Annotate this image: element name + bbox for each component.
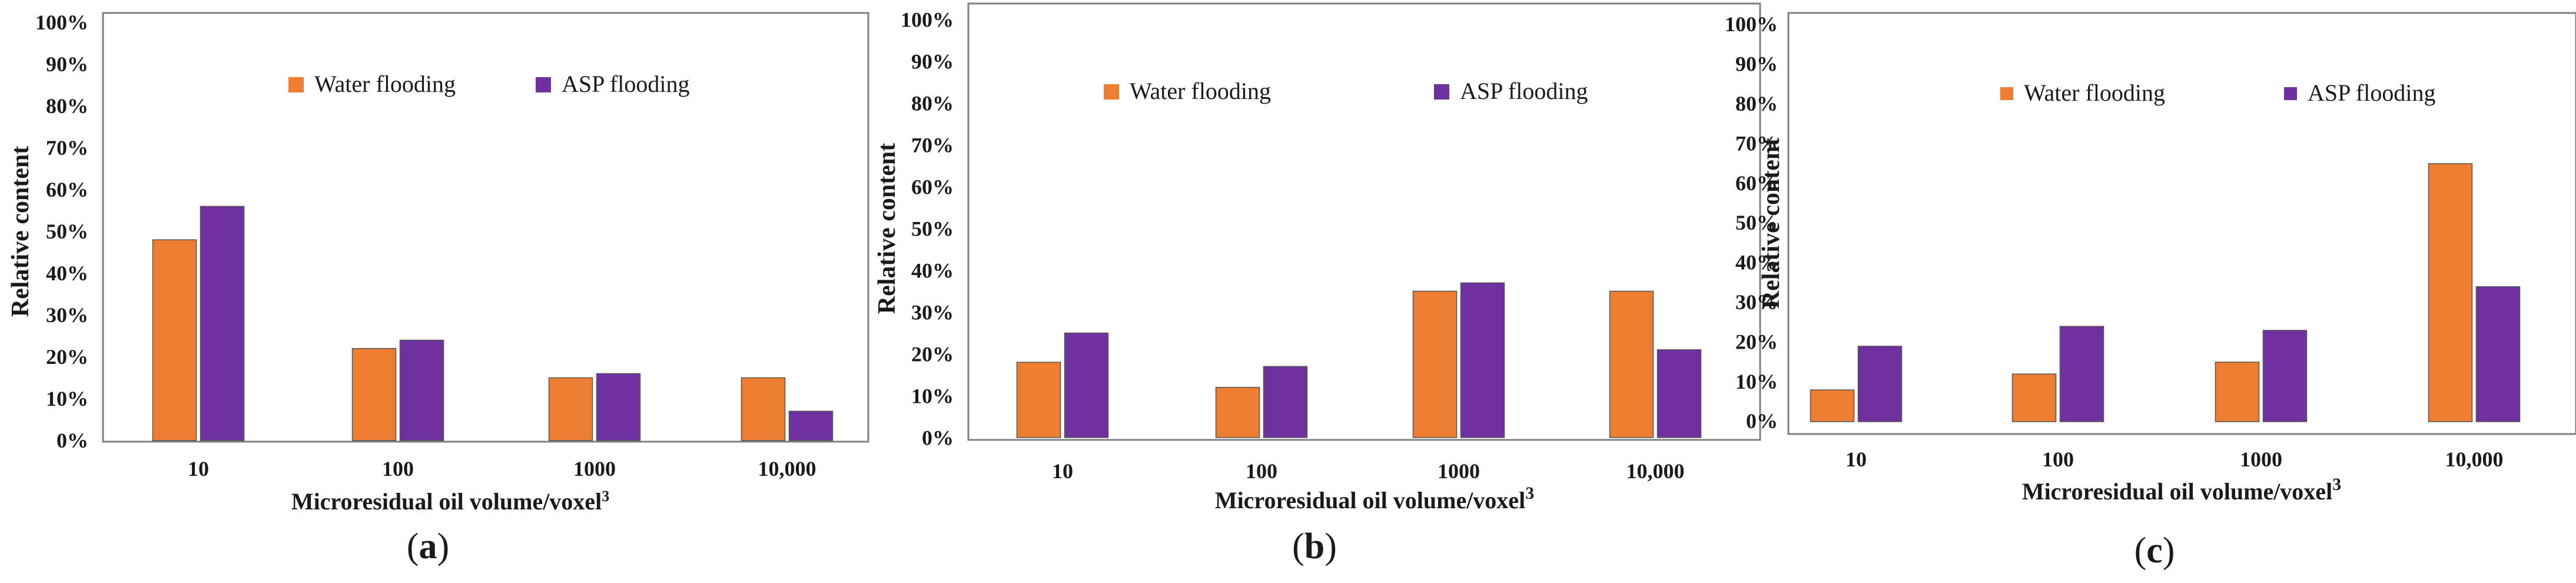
x-tick-label: 10,000 — [758, 457, 816, 481]
panel-caption: (b) — [1292, 526, 1337, 567]
y-tick-label: 30% — [911, 301, 954, 324]
y-tick-label: 50% — [46, 220, 88, 243]
y-tick-label: 10% — [911, 385, 954, 408]
y-tick-label: 30% — [46, 303, 88, 327]
x-axis-label: Microresidual oil volume/voxel3 — [291, 488, 609, 515]
bar-asp-flooding-1 — [1263, 366, 1308, 438]
bar-asp-flooding-3 — [2475, 286, 2521, 422]
bar-water-flooding-3 — [2428, 163, 2473, 422]
x-tick-label: 1000 — [573, 457, 616, 481]
bar-water-flooding-3 — [1609, 290, 1654, 438]
panel-caption: (a) — [407, 526, 449, 567]
bar-water-flooding-1 — [1215, 387, 1260, 438]
y-tick-label: 20% — [911, 343, 954, 366]
bar-asp-flooding-1 — [399, 339, 444, 441]
legend-label-asp-flooding: ASP flooding — [2308, 80, 2435, 106]
x-tick-label: 100 — [1246, 459, 1277, 483]
bar-asp-flooding-0 — [1857, 346, 1903, 422]
legend-label-asp-flooding: ASP flooding — [562, 71, 689, 97]
y-tick-label: 80% — [46, 94, 88, 118]
y-tick-label: 60% — [46, 178, 88, 201]
legend-label-asp-flooding: ASP flooding — [1460, 78, 1588, 104]
bar-water-flooding-0 — [152, 239, 197, 441]
y-axis-label: Relative content — [7, 146, 34, 317]
y-tick-label: 70% — [911, 134, 954, 157]
y-tick-label: 30% — [1735, 290, 1778, 314]
x-tick-label: 10 — [1052, 459, 1073, 483]
y-axis-label: Relative content — [874, 143, 901, 314]
chart-panel-c: 0% 10% 20% 30% 40% 50% 60% 70% 80% 90% 100% 10 100 10… — [1725, 12, 2576, 571]
bar-water-flooding-1 — [2011, 373, 2057, 422]
y-tick-label: 40% — [911, 259, 954, 283]
bar-asp-flooding-3 — [1657, 349, 1702, 438]
bar-water-flooding-0 — [1810, 389, 1855, 422]
y-tick-label: 60% — [1735, 171, 1778, 195]
legend-label-water-flooding: Water flooding — [1130, 78, 1271, 104]
legend-swatch-asp-flooding — [536, 77, 551, 92]
legend-swatch-water-flooding — [1104, 84, 1119, 100]
y-tick-label: 20% — [1735, 330, 1778, 353]
x-tick-label: 1000 — [1438, 459, 1480, 483]
y-tick-label: 50% — [911, 217, 954, 241]
y-tick-label: 80% — [911, 92, 954, 115]
y-tick-label: 70% — [46, 136, 88, 160]
legend-swatch-asp-flooding — [1434, 84, 1449, 100]
panel-caption: (c) — [2135, 531, 2175, 571]
chart-panel-b: 0% 10% 20% 30% 40% 50% 60% 70% 80% 90% 100% 10 100 10… — [874, 2, 1761, 567]
bar-water-flooding-3 — [741, 377, 786, 441]
legend-label-water-flooding: Water flooding — [2024, 80, 2165, 106]
x-tick-label: 10,000 — [2445, 448, 2504, 471]
x-axis-label: Microresidual oil volume/voxel3 — [2022, 475, 2341, 505]
bar-asp-flooding-2 — [2262, 330, 2308, 422]
legend-swatch-water-flooding — [2000, 87, 2013, 100]
y-tick-label: 90% — [46, 52, 88, 76]
x-tick-label: 10 — [1845, 448, 1867, 471]
y-tick-label: 40% — [1735, 251, 1778, 274]
x-tick-label: 100 — [2042, 448, 2074, 471]
x-axis-label: Microresidual oil volume/voxel3 — [1215, 483, 1534, 514]
bar-asp-flooding-3 — [788, 410, 834, 441]
y-tick-label: 50% — [1735, 211, 1778, 234]
y-axis-label: Relative content — [1758, 138, 1785, 309]
y-tick-label: 0% — [922, 426, 954, 450]
chart-panel-a: 0% 10% 20% 30% 40% 50% 60% 70% 80% 90% 100% 10 100 10… — [7, 11, 869, 567]
bar-asp-flooding-0 — [200, 206, 245, 441]
bar-water-flooding-2 — [1412, 290, 1458, 438]
y-tick-label: 100% — [35, 11, 88, 34]
x-tick-label: 10,000 — [1626, 459, 1685, 483]
bar-water-flooding-1 — [351, 348, 397, 441]
y-tick-label: 20% — [46, 345, 88, 369]
y-tick-label: 40% — [46, 261, 88, 285]
bar-water-flooding-0 — [1016, 362, 1061, 438]
bar-asp-flooding-2 — [1460, 282, 1505, 438]
legend-swatch-water-flooding — [288, 77, 304, 92]
y-tick-label: 60% — [911, 175, 954, 199]
y-tick-label: 0% — [1746, 409, 1778, 433]
y-tick-label: 10% — [46, 387, 88, 410]
y-tick-label: 90% — [1735, 52, 1778, 76]
legend-swatch-asp-flooding — [2284, 87, 2297, 100]
y-tick-label: 10% — [1735, 370, 1778, 393]
y-tick-label: 90% — [911, 50, 954, 74]
bar-asp-flooding-2 — [596, 373, 641, 441]
x-tick-label: 10 — [188, 457, 209, 481]
y-tick-label: 100% — [901, 8, 954, 32]
y-tick-label: 100% — [1725, 12, 1778, 36]
x-tick-label: 100 — [382, 457, 414, 481]
bar-asp-flooding-1 — [2059, 326, 2104, 422]
y-tick-label: 80% — [1735, 92, 1778, 115]
legend-label-water-flooding: Water flooding — [314, 71, 456, 97]
y-tick-label: 70% — [1735, 131, 1778, 155]
bar-water-flooding-2 — [548, 377, 593, 441]
bar-asp-flooding-0 — [1064, 332, 1109, 438]
bar-water-flooding-2 — [2215, 362, 2260, 422]
x-tick-label: 1000 — [2240, 448, 2282, 471]
y-tick-label: 0% — [57, 429, 88, 452]
